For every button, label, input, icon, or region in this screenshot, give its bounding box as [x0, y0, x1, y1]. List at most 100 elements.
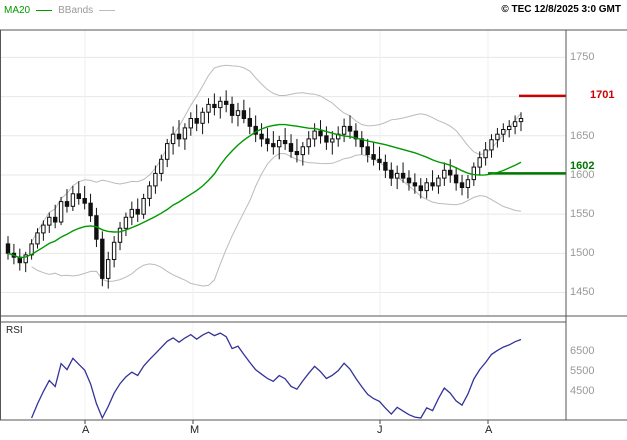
candle-body: [430, 182, 435, 187]
candle-body: [465, 179, 471, 188]
candle-body: [389, 169, 394, 179]
candle-body: [229, 103, 235, 116]
candle-body: [459, 182, 465, 189]
candle-body: [347, 125, 353, 132]
candle-body: [153, 172, 158, 187]
candle-body: [117, 227, 123, 243]
month-tick-label: A: [485, 424, 493, 436]
rsi-axis-tick: 5500: [570, 365, 595, 377]
copyright-text: © TEC 12/8/2025 3:0 GMT: [501, 4, 621, 15]
candle-body: [277, 140, 282, 148]
candle-body: [47, 216, 52, 226]
candle-body: [259, 133, 264, 140]
candle-body: [129, 208, 135, 218]
candle-body: [288, 143, 294, 152]
legend-ma20-swatch: [36, 10, 53, 11]
candle-body: [436, 177, 441, 187]
candle-body: [212, 103, 217, 109]
candle-body: [395, 172, 400, 179]
resistance-level-label: 1701: [590, 88, 615, 101]
candle-body: [448, 169, 453, 176]
candle-body: [35, 232, 40, 245]
candle-body: [365, 146, 370, 156]
candle-body: [106, 259, 111, 279]
candle-body: [477, 157, 482, 168]
candle-body: [453, 174, 459, 184]
month-tick-label: A: [82, 424, 90, 436]
candle-body: [471, 166, 477, 181]
candle-body: [141, 198, 146, 215]
candle-body: [495, 133, 500, 141]
candle-body: [512, 121, 518, 127]
candle-body: [76, 193, 81, 200]
candle-body: [271, 143, 276, 148]
candle-body: [188, 118, 194, 129]
candle-body: [483, 149, 488, 159]
candle-body: [218, 100, 223, 109]
month-tick-label: M: [190, 424, 200, 436]
candle-body: [324, 135, 329, 143]
candle-body: [82, 198, 87, 204]
candle-body: [170, 133, 176, 145]
rsi-axis-tick: 6500: [570, 345, 595, 358]
legend-ma20-label: MA20: [4, 5, 31, 16]
candle-body: [165, 143, 170, 160]
candle-body: [200, 111, 205, 124]
candle-body: [400, 172, 406, 179]
candle-body: [159, 158, 164, 174]
candle-body: [41, 224, 46, 234]
candle-body: [312, 130, 317, 140]
candle-body: [377, 158, 382, 163]
legend: MA20 BBands: [4, 5, 116, 16]
candle-body: [5, 243, 11, 254]
candle-body: [412, 182, 418, 187]
rsi-line: [31, 331, 522, 420]
candle-body: [489, 139, 494, 151]
candle-body: [424, 182, 429, 192]
price-axis-tick: 1450: [570, 286, 595, 299]
month-tick-label: J: [377, 424, 383, 436]
bbands-lower-line: [31, 153, 522, 287]
candle-body: [383, 161, 388, 171]
legend-bbands-label: BBands: [58, 5, 94, 16]
candle-body: [318, 130, 323, 137]
candle-body: [111, 241, 117, 261]
rsi-axis-tick: 4500: [570, 384, 595, 397]
candle-body: [70, 193, 76, 207]
ma20-line: [7, 123, 522, 259]
candle-body: [330, 138, 335, 143]
candle-body: [341, 125, 347, 135]
candle-body: [64, 201, 70, 207]
candle-body: [147, 185, 152, 199]
price-axis-tick: 1500: [570, 247, 595, 260]
price-axis-tick: 1600: [570, 168, 595, 181]
candle-body: [176, 133, 182, 140]
candle-body: [182, 127, 188, 140]
candle-body: [135, 208, 140, 215]
candle-body: [518, 118, 524, 123]
candle-body: [265, 138, 270, 145]
candle-body: [282, 140, 288, 145]
candle-body: [507, 125, 512, 131]
bbands-upper-line: [31, 64, 522, 243]
legend-bbands-swatch: [99, 10, 116, 11]
candle-body: [53, 216, 58, 223]
candle-body: [418, 185, 424, 192]
rsi-panel-label: RSI: [6, 325, 23, 336]
candle-body: [306, 138, 311, 148]
support-level-label: 1602: [570, 160, 595, 173]
price-axis-tick: 1650: [570, 129, 595, 142]
candle-body: [58, 201, 64, 223]
candle-body: [206, 103, 211, 113]
candle-body: [123, 216, 129, 229]
candle-body: [241, 110, 247, 119]
candle-body: [235, 110, 241, 116]
candle-body: [194, 118, 199, 124]
candle-body: [88, 202, 93, 217]
candle-body: [100, 238, 105, 279]
candle-body: [23, 254, 28, 264]
candle-body: [442, 169, 447, 179]
candle-body: [294, 151, 300, 156]
